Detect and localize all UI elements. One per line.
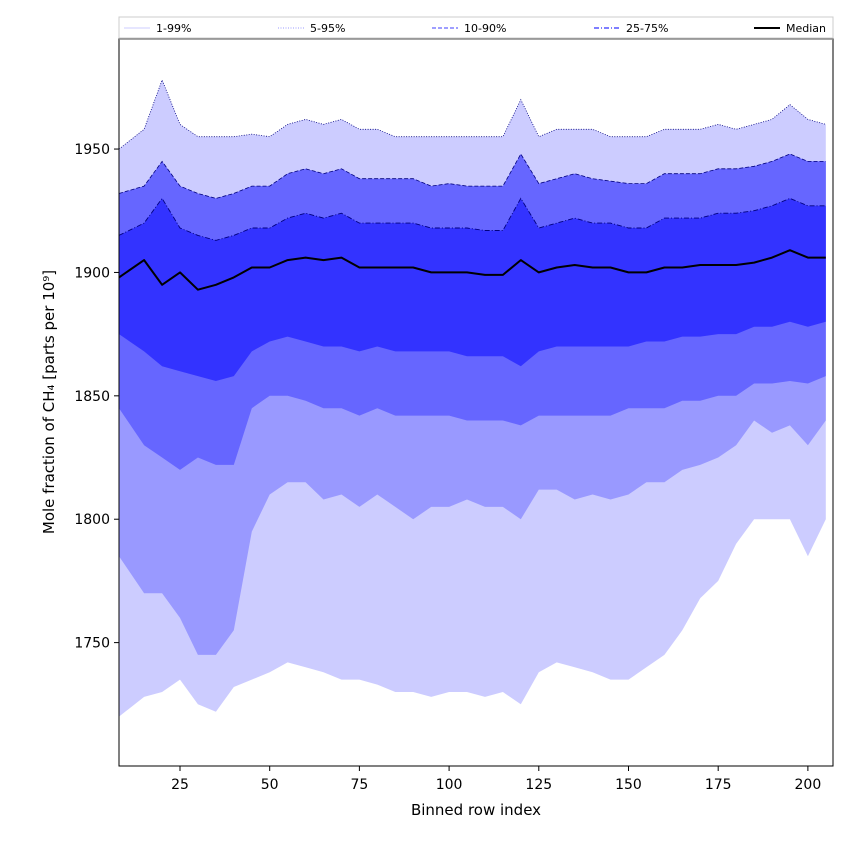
- x-axis-label: Binned row index: [411, 801, 541, 819]
- x-tick-label-25: 25: [171, 777, 189, 793]
- y-axis: 1750 1800 1850 1900 1950: [74, 142, 119, 652]
- legend-label-25-75: 25-75%: [626, 22, 668, 35]
- outline-25-75-upper: [118, 197, 826, 241]
- x-axis: 25 50 75 100 125 150 175 200: [171, 766, 821, 793]
- legend-frame: [118, 16, 834, 39]
- x-tick-label-125: 125: [525, 777, 552, 793]
- median-line: [118, 249, 826, 291]
- y-tick-label-1850: 1850: [74, 389, 110, 405]
- y-axis-label: Mole fraction of CH₄ [parts per 10⁹]: [40, 270, 58, 534]
- legend: 1-99% 5-95% 10-90% 25-75% Median: [118, 16, 834, 40]
- band-25-75: [119, 198, 826, 381]
- x-tick-label-175: 175: [705, 777, 732, 793]
- y-tick-label-1800: 1800: [74, 512, 110, 528]
- outline-10-90-upper: [118, 153, 826, 199]
- legend-label-5-95: 5-95%: [310, 22, 345, 35]
- x-tick-label-200: 200: [795, 777, 822, 793]
- x-tick-label-150: 150: [615, 777, 642, 793]
- x-tick-label-100: 100: [436, 777, 463, 793]
- x-tick-label-75: 75: [350, 777, 368, 793]
- legend-label-median: Median: [786, 22, 826, 35]
- y-tick-label-1900: 1900: [74, 265, 110, 281]
- legend-label-1-99: 1-99%: [156, 22, 191, 35]
- y-tick-label-1750: 1750: [74, 636, 110, 652]
- legend-label-10-90: 10-90%: [464, 22, 506, 35]
- x-tick-label-50: 50: [261, 777, 279, 793]
- y-tick-label-1950: 1950: [74, 142, 110, 158]
- plot-area: [118, 78, 826, 717]
